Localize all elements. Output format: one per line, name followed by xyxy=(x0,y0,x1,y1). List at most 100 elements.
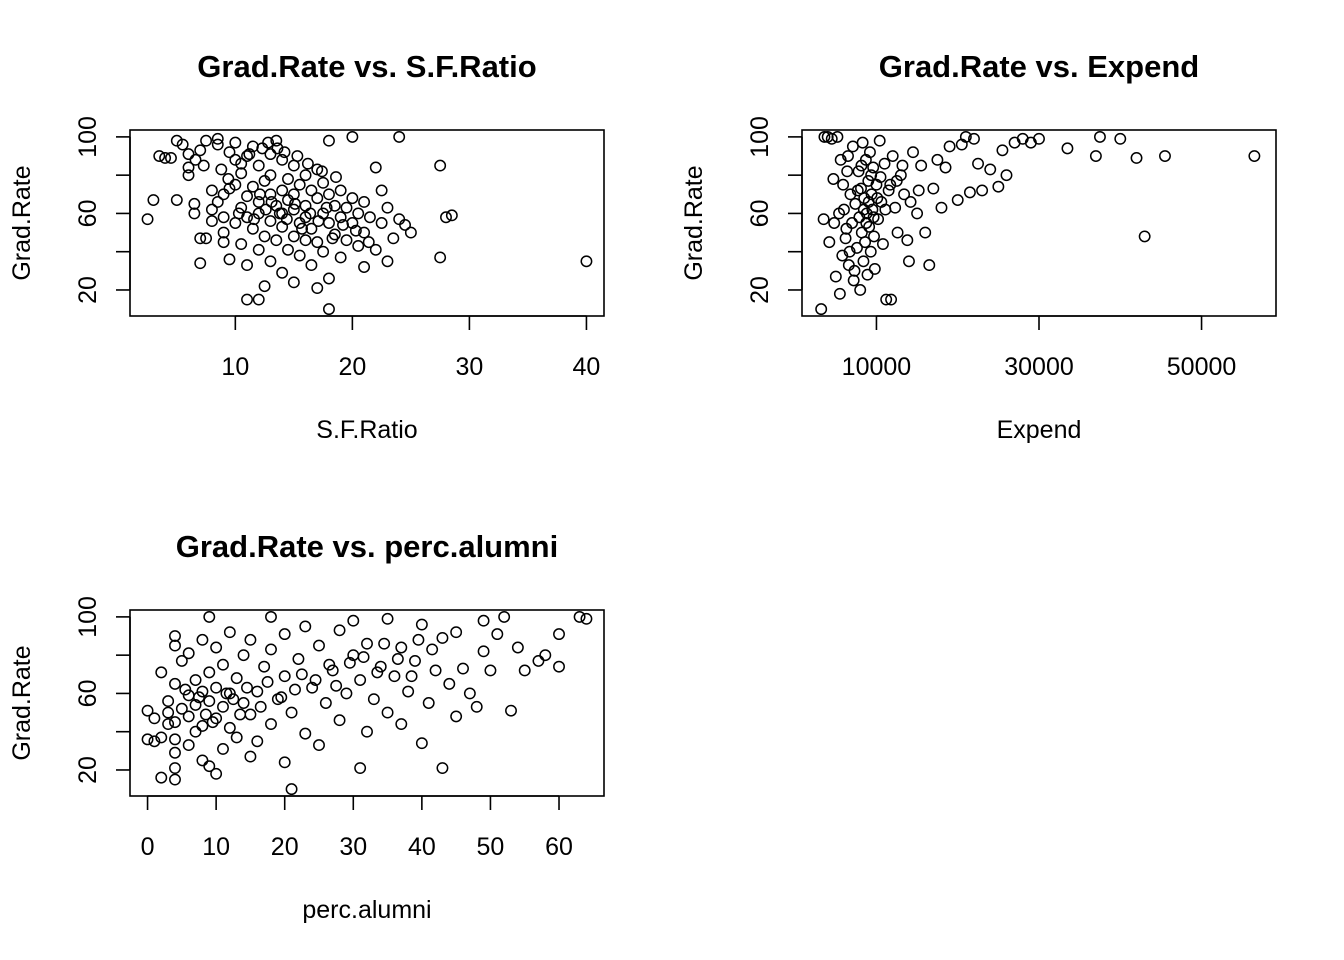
data-point xyxy=(972,157,984,170)
y-tick-label: 60 xyxy=(74,200,102,228)
data-point xyxy=(210,712,223,725)
data-point xyxy=(470,700,483,713)
data-point xyxy=(843,245,856,258)
data-point xyxy=(984,163,997,176)
data-point xyxy=(169,746,181,759)
data-point xyxy=(352,240,365,252)
data-point xyxy=(287,188,300,201)
data-point xyxy=(169,677,181,690)
x-tick-label: 50 xyxy=(477,833,505,861)
data-point xyxy=(317,245,330,258)
data-point xyxy=(305,259,318,272)
data-point xyxy=(1000,169,1013,182)
data-point xyxy=(358,196,371,208)
data-point xyxy=(361,637,373,650)
x-tick-label: 10 xyxy=(202,833,230,861)
data-point xyxy=(258,280,271,293)
data-point xyxy=(340,201,353,214)
data-point xyxy=(196,720,209,732)
data-point xyxy=(155,666,168,679)
data-point xyxy=(855,159,868,172)
data-point xyxy=(276,184,289,197)
data-point xyxy=(343,656,356,669)
data-point xyxy=(210,641,223,654)
data-point xyxy=(293,178,306,191)
data-point xyxy=(907,146,919,159)
data-point xyxy=(326,232,339,245)
x-tick-label: 40 xyxy=(573,353,601,381)
data-point xyxy=(911,207,924,220)
data-point xyxy=(833,207,846,220)
data-point xyxy=(291,150,304,162)
data-point xyxy=(354,674,367,686)
data-point xyxy=(196,685,209,698)
data-point xyxy=(293,249,306,262)
data-point xyxy=(244,750,257,763)
data-point xyxy=(261,676,274,688)
data-point xyxy=(155,731,168,744)
data-point xyxy=(197,159,210,172)
data-point xyxy=(381,612,394,625)
data-point xyxy=(252,243,265,256)
data-point xyxy=(840,222,853,235)
data-point xyxy=(851,184,864,197)
data-point xyxy=(340,687,353,700)
data-point xyxy=(203,760,216,773)
data-point xyxy=(388,670,401,683)
x-tick-label: 30 xyxy=(456,353,484,381)
data-point xyxy=(867,161,880,174)
data-point xyxy=(217,188,230,201)
data-point xyxy=(237,649,250,662)
data-point xyxy=(153,150,166,162)
data-point xyxy=(815,303,828,316)
data-point xyxy=(393,213,406,226)
data-point xyxy=(285,783,298,796)
data-point xyxy=(874,171,887,184)
data-point xyxy=(866,203,879,216)
data-point xyxy=(846,140,859,153)
data-point xyxy=(896,159,909,172)
data-point xyxy=(352,207,365,220)
data-point xyxy=(162,718,175,730)
data-point xyxy=(849,197,862,210)
data-point xyxy=(296,222,308,235)
data-point xyxy=(347,614,360,627)
panel-perc-alumni: Grad.Rate vs. perc.alumni 0 10 20 30 40 50 60 20… xyxy=(8,529,605,924)
data-point xyxy=(196,754,209,767)
data-point xyxy=(251,735,264,748)
data-point xyxy=(834,153,847,166)
data-point xyxy=(264,215,277,228)
data-point xyxy=(223,687,236,700)
data-point xyxy=(278,628,291,641)
data-point xyxy=(363,211,376,224)
data-point xyxy=(833,287,846,300)
points-sf-ratio xyxy=(141,130,593,316)
data-point xyxy=(391,653,404,665)
data-point xyxy=(315,165,328,178)
data-point xyxy=(211,138,224,151)
data-point xyxy=(868,262,881,275)
data-point xyxy=(265,718,277,730)
data-point xyxy=(878,157,891,170)
data-point xyxy=(256,142,269,155)
data-point xyxy=(901,234,914,247)
data-point xyxy=(282,173,294,185)
data-point xyxy=(299,199,312,212)
data-point xyxy=(1094,130,1106,143)
data-point xyxy=(330,171,342,184)
data-point xyxy=(311,192,324,205)
data-point xyxy=(358,226,371,239)
data-point xyxy=(278,146,291,159)
data-point xyxy=(326,664,339,677)
data-point xyxy=(440,211,452,224)
data-point xyxy=(1061,142,1074,155)
data-point xyxy=(877,238,889,250)
data-point xyxy=(860,217,873,229)
data-point xyxy=(889,201,902,214)
data-point xyxy=(169,716,181,729)
data-point xyxy=(539,649,552,662)
data-point xyxy=(498,610,511,623)
data-point xyxy=(505,704,517,717)
data-point xyxy=(387,232,400,245)
data-point xyxy=(836,249,849,262)
